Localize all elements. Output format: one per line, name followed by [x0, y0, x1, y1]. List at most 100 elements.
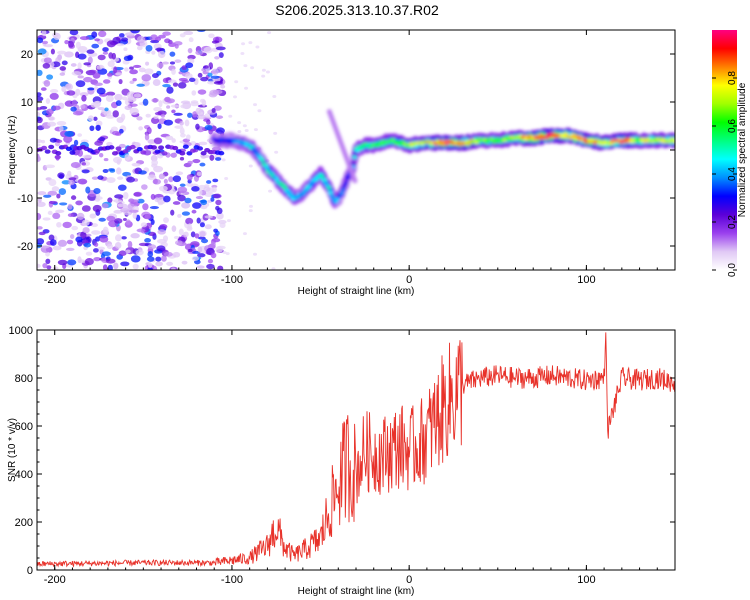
- noise-blob: [197, 246, 203, 253]
- noise-blob: [175, 171, 184, 176]
- noise-blob: [93, 188, 101, 195]
- noise-blob: [198, 188, 203, 196]
- noise-blob: [115, 167, 122, 175]
- ridge-mark: [259, 158, 265, 163]
- noise-blob: [166, 261, 174, 266]
- noise-blob: [163, 251, 173, 257]
- noise-blob: [187, 54, 196, 60]
- noise-blob: [162, 84, 171, 88]
- noise-blob: [147, 174, 157, 181]
- colorbar-tick-label: 0.0: [727, 263, 738, 277]
- noise-blob: [41, 30, 47, 37]
- noise-blob: [136, 45, 143, 51]
- noise-ridge-blob: [158, 145, 165, 150]
- noise-blob: [98, 217, 106, 222]
- noise-blob: [156, 245, 166, 252]
- noise-blob: [144, 238, 152, 243]
- colorbar-label: Normalized spectral amplitude: [737, 82, 748, 217]
- ridge-mark: [342, 184, 348, 188]
- noise-blob: [157, 229, 166, 235]
- noise-blob: [130, 30, 140, 34]
- noise-blob: [91, 230, 101, 235]
- noise-blob: [77, 178, 88, 185]
- noise-blob: [59, 66, 67, 71]
- noise-blob: [50, 48, 55, 55]
- noise-blob: [120, 113, 126, 121]
- noise-blob: [191, 90, 197, 96]
- ridge-mark: [327, 190, 333, 195]
- noise-blob: [183, 231, 189, 238]
- noise-blob: [228, 114, 233, 118]
- noise-blob: [55, 139, 63, 144]
- noise-blob: [199, 162, 206, 167]
- noise-blob: [174, 43, 179, 49]
- noise-blob: [171, 109, 176, 114]
- noise-blob: [248, 209, 253, 213]
- noise-blob: [47, 210, 53, 215]
- noise-blob: [75, 88, 81, 96]
- noise-blob: [37, 263, 41, 268]
- noise-blob: [180, 133, 186, 138]
- noise-blob: [163, 217, 169, 223]
- noise-blob: [49, 92, 59, 100]
- noise-blob: [186, 134, 191, 140]
- colorbar-tick-label: 0.6: [727, 119, 738, 133]
- noise-blob: [117, 184, 127, 191]
- noise-blob: [81, 169, 90, 174]
- noise-blob: [152, 178, 161, 185]
- noise-blob: [162, 61, 169, 65]
- noise-blob: [147, 267, 153, 270]
- noise-blob: [208, 128, 213, 135]
- noise-blob: [81, 219, 90, 226]
- noise-blob: [151, 159, 159, 166]
- noise-blob: [136, 83, 145, 87]
- noise-blob: [210, 75, 220, 79]
- noise-blob: [226, 219, 231, 223]
- noise-blob: [155, 261, 163, 267]
- snr-xtick-label: 0: [406, 574, 412, 586]
- noise-blob: [253, 128, 258, 132]
- noise-blob: [122, 191, 129, 200]
- noise-blob: [102, 79, 111, 84]
- noise-blob: [75, 41, 81, 49]
- ridge-mark: [319, 174, 325, 179]
- noise-blob: [95, 124, 101, 131]
- noise-blob: [93, 116, 98, 121]
- snr-ytick-label: 400: [15, 469, 33, 481]
- noise-blob: [187, 112, 193, 118]
- noise-blob: [114, 93, 123, 101]
- noise-ridge-blob: [161, 151, 168, 156]
- noise-blob: [70, 63, 77, 67]
- noise-blob: [211, 68, 219, 75]
- snr-xtick-label: 100: [577, 574, 595, 586]
- noise-blob: [200, 154, 211, 158]
- noise-ridge-blob: [150, 145, 157, 150]
- noise-blob: [118, 250, 127, 257]
- noise-blob: [80, 104, 86, 109]
- noise-blob: [83, 242, 92, 248]
- noise-blob: [129, 107, 139, 116]
- noise-blob: [62, 221, 72, 229]
- noise-blob: [204, 215, 214, 219]
- noise-blob: [37, 226, 43, 230]
- noise-blob: [153, 115, 159, 119]
- noise-blob: [97, 246, 106, 251]
- noise-blob: [83, 62, 92, 66]
- noise-blob: [130, 255, 141, 263]
- noise-blob: [132, 77, 137, 82]
- noise-blob: [110, 126, 118, 132]
- noise-blob: [63, 135, 73, 143]
- noise-blob: [136, 228, 146, 233]
- noise-blob: [136, 35, 146, 44]
- noise-blob: [51, 186, 60, 192]
- noise-blob: [129, 66, 134, 70]
- noise-blob: [199, 222, 205, 228]
- noise-blob: [102, 226, 109, 235]
- noise-blob: [133, 142, 141, 148]
- noise-blob: [121, 37, 129, 42]
- noise-blob: [122, 59, 130, 65]
- noise-blob: [71, 99, 78, 107]
- noise-blob: [114, 242, 122, 249]
- noise-blob: [46, 265, 52, 270]
